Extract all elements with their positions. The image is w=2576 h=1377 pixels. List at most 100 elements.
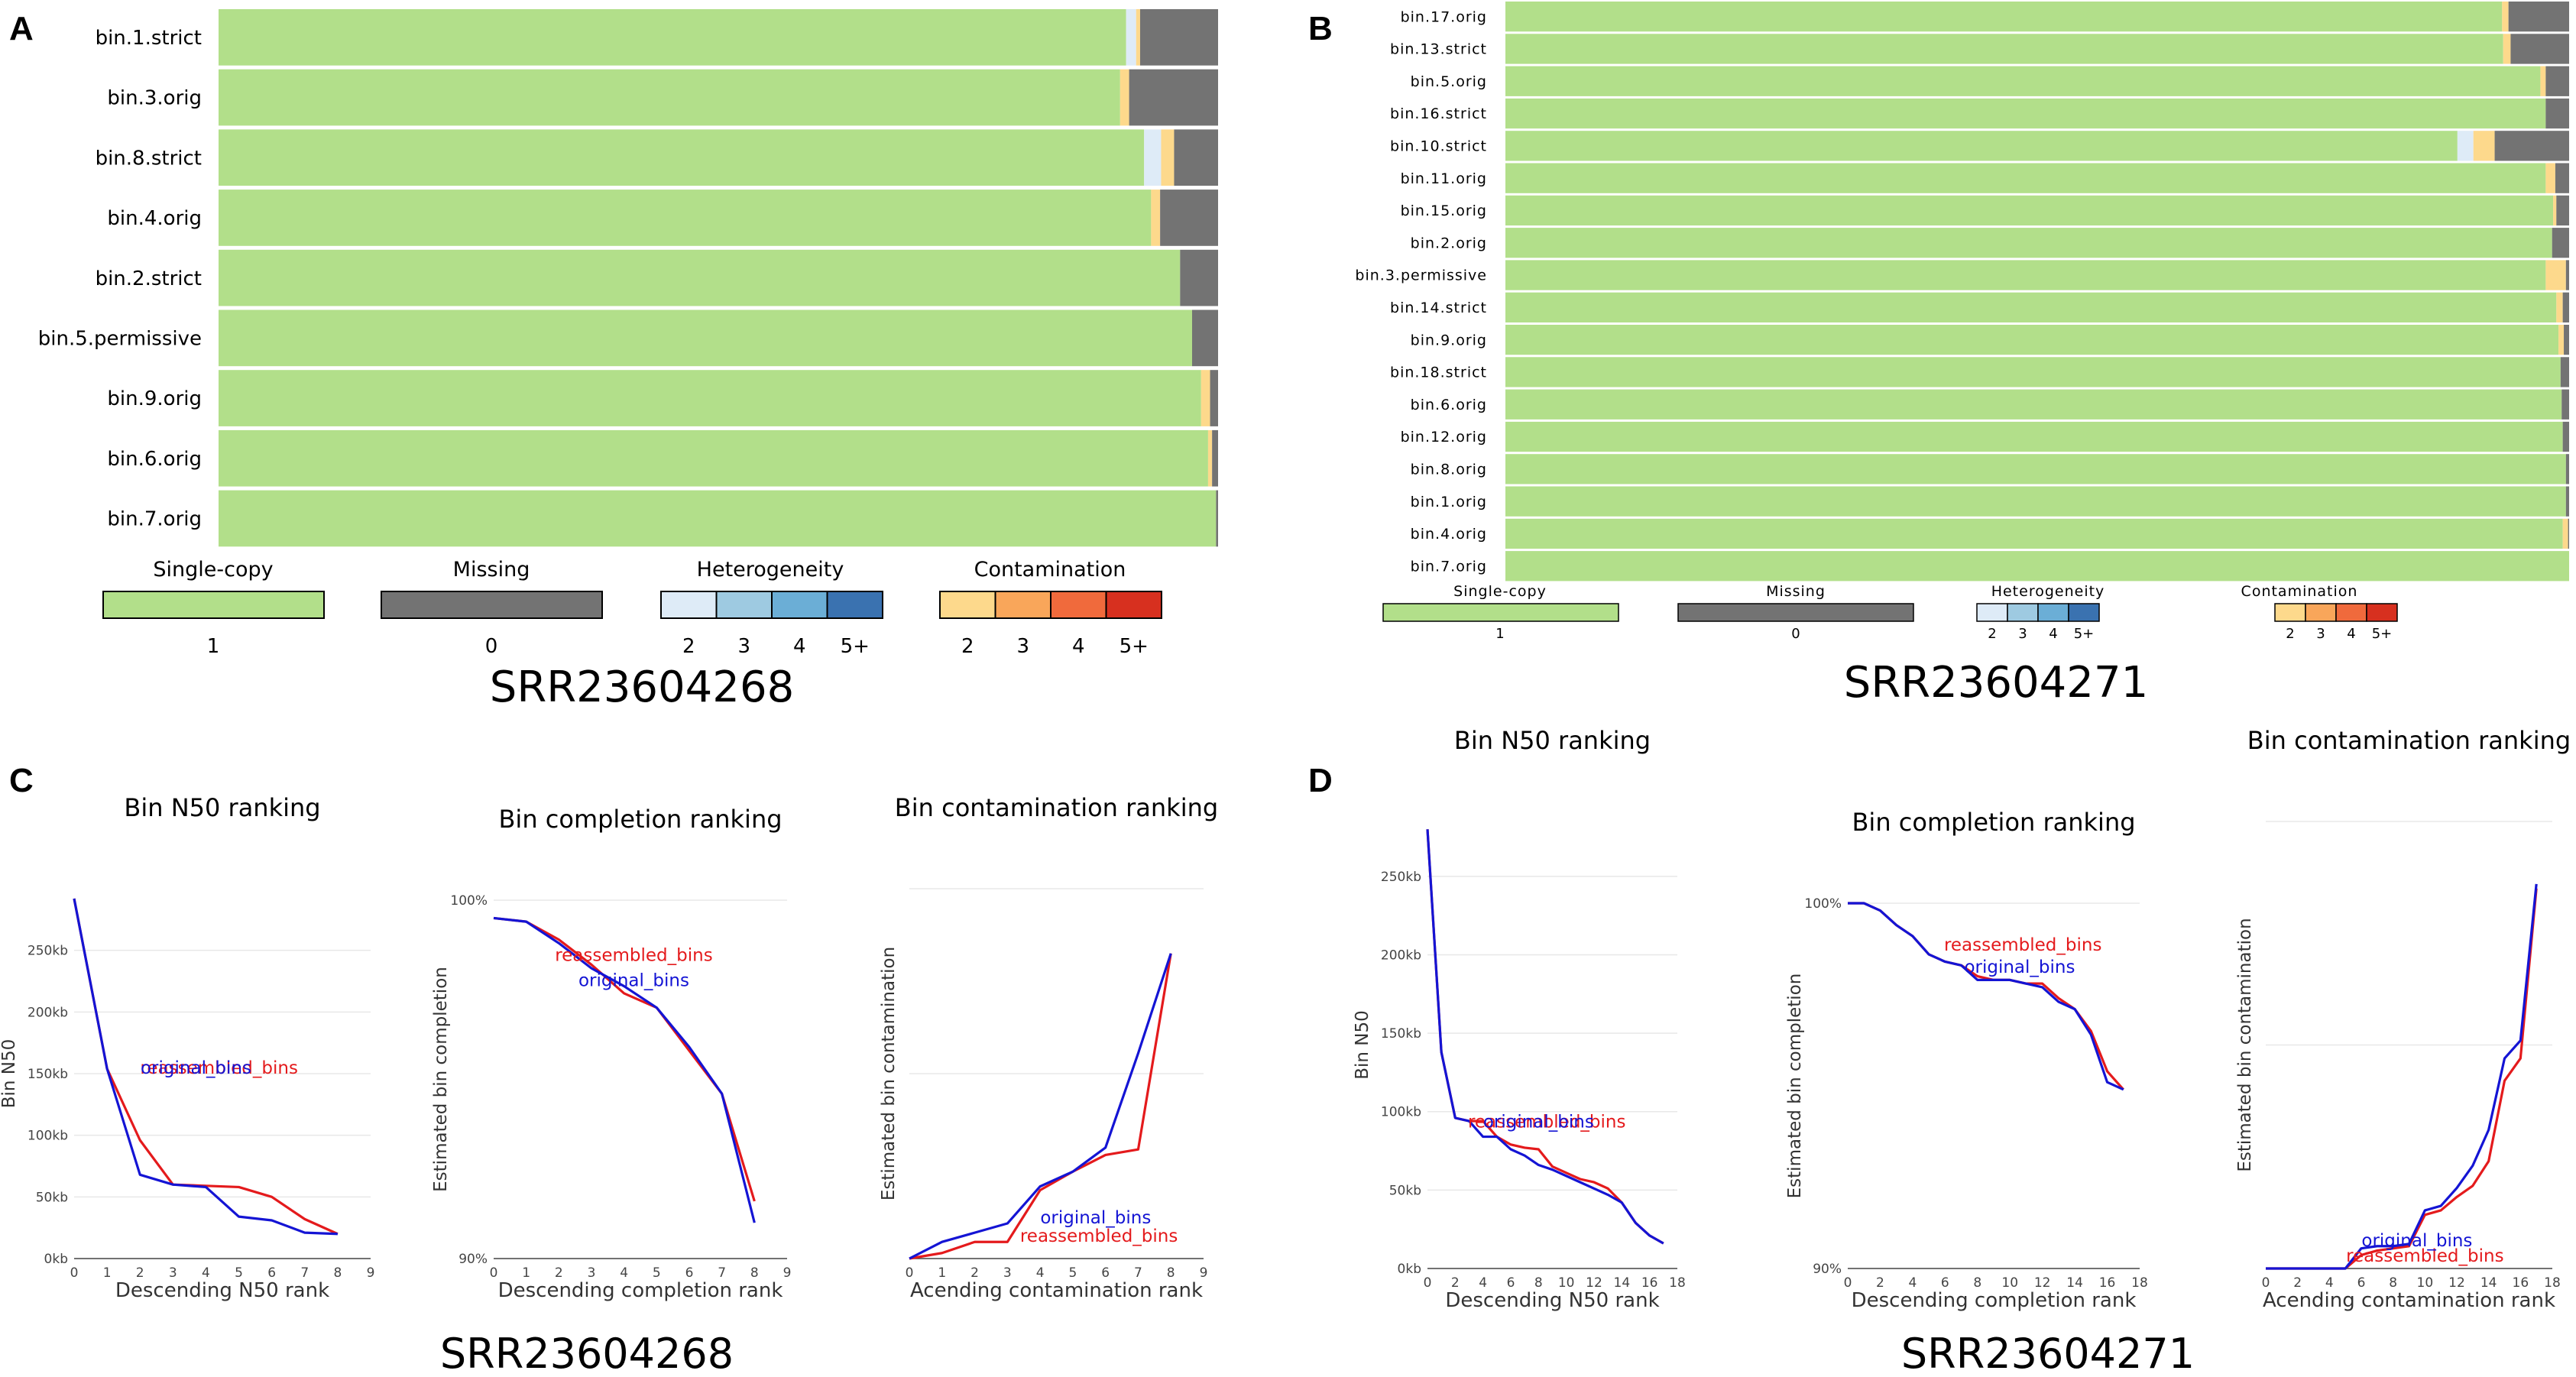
legend-swatch	[2007, 603, 2039, 622]
bar-segment-single-copy	[1505, 2, 2503, 32]
x-tick-label: 10	[2001, 1275, 2018, 1291]
legend-heterogeneity-title: Heterogeneity	[697, 558, 844, 582]
series-label-original: original_bins	[1964, 957, 2075, 977]
legend-swatch	[994, 591, 1051, 619]
y-tick-label: 100%	[450, 893, 488, 909]
x-tick-label: 8	[1167, 1265, 1175, 1281]
x-tick-label: 9	[783, 1265, 792, 1281]
bar-segment-single-copy	[219, 69, 1120, 126]
legend-swatch	[2366, 603, 2398, 622]
chart-title: Bin completion ranking	[1852, 808, 2135, 837]
legend-swatch-tick: 2	[1988, 626, 1996, 642]
bar-segment-missing	[1210, 370, 1218, 426]
bar-segment-contamination	[2553, 195, 2557, 226]
bar-segment-contamination	[2473, 131, 2495, 161]
bar-label: bin.3.permissive	[1355, 267, 1487, 284]
bar-label: bin.11.orig	[1401, 170, 1487, 187]
bar-label: bin.14.strict	[1390, 300, 1487, 316]
legend-missing-title-b: Missing	[1766, 583, 1826, 600]
x-tick-label: 16	[2513, 1275, 2529, 1291]
bar-segment-single-copy	[219, 9, 1126, 66]
series-label-reassembled: reassembled_bins	[2346, 1246, 2504, 1266]
legend-single-copy-tick: 1	[207, 635, 220, 658]
x-tick-label: 2	[2293, 1275, 2302, 1291]
legend-swatch	[2068, 603, 2100, 622]
legend-swatch-tick: 5+	[2074, 626, 2095, 642]
y-tick-label: 150kb	[1381, 1026, 1421, 1042]
bar-segment-missing	[1216, 490, 1218, 547]
bar-segment-contamination	[1207, 429, 1213, 487]
bar-segment-missing	[2565, 454, 2569, 484]
bar-segment-missing	[2564, 325, 2569, 355]
panel-d-n50-ranking: Bin N50 ranking 0 2 4 6 8 10 12 14 16 18 0kb 50kb 100…	[1353, 726, 1686, 1312]
y-tick-label: 90%	[458, 1252, 488, 1267]
bar-segment-contamination	[2545, 260, 2566, 290]
x-tick-label: 2	[970, 1265, 979, 1281]
bar-segment-missing	[2494, 131, 2569, 161]
bar-segment-single-copy	[1505, 421, 2563, 452]
x-tick-label: 9	[367, 1265, 375, 1281]
series-label-original: original_bins	[1040, 1208, 1151, 1228]
legend-missing-tick: 0	[485, 635, 498, 658]
bar-segment-contamination	[1136, 9, 1140, 66]
bar-label: bin.2.strict	[96, 267, 202, 290]
series-label-original: original_bins	[141, 1058, 251, 1078]
bar-segment-single-copy	[219, 490, 1217, 547]
series-line-original-bins	[73, 898, 338, 1236]
x-tick-label: 2	[1451, 1275, 1460, 1291]
x-tick-label: 7	[718, 1265, 726, 1281]
bar-segment-single-copy	[1505, 131, 2458, 161]
chart-title: Bin contamination ranking	[2247, 726, 2571, 755]
bar-segment-missing	[1174, 129, 1218, 186]
bar-segment-contamination	[2502, 2, 2509, 32]
bar-segment-single-copy	[1505, 195, 2554, 226]
x-tick-label: 18	[1669, 1275, 1686, 1291]
bar-segment-single-copy	[1505, 228, 2552, 258]
x-tick-label: 1	[103, 1265, 112, 1281]
legend-swatch-tick: 3	[2018, 626, 2027, 642]
bar-label: bin.4.orig	[1411, 526, 1487, 543]
x-tick-label: 4	[202, 1265, 210, 1281]
bar-segment-single-copy	[1505, 325, 2559, 355]
panel-b-sample-title: SRR23604271	[1844, 658, 2148, 708]
x-axis-label: Descending completion rank	[1852, 1289, 2137, 1312]
bar-segment-heterogeneity	[2457, 131, 2474, 161]
series-line-original-bins	[493, 916, 756, 1223]
x-tick-label: 4	[620, 1265, 628, 1281]
x-axis-label: Acending contamination rank	[910, 1279, 1203, 1302]
x-tick-label: 18	[2131, 1275, 2148, 1291]
bar-segment-heterogeneity	[1126, 9, 1136, 66]
legend-single-copy-swatch-b	[1382, 603, 1619, 622]
legend-swatch-tick: 4	[2049, 626, 2057, 642]
legend-swatch-tick: 5+	[841, 635, 870, 658]
x-axis-label: Descending N50 rank	[115, 1279, 329, 1302]
bar-segment-missing	[2545, 66, 2569, 96]
legend-contamination-swatches-b: 2 3 4 5+	[2274, 603, 2398, 642]
x-tick-label: 4	[2325, 1275, 2334, 1291]
panel-a-bin-completeness: bin.1.strict bin.3.orig bin.8.strict bin.4.…	[38, 9, 1218, 712]
x-tick-label: 8	[2389, 1275, 2397, 1291]
legend-swatch-tick: 2	[961, 635, 974, 658]
legend-swatch-tick: 4	[793, 635, 806, 658]
x-tick-label: 7	[300, 1265, 309, 1281]
series-line-reassembled-bins	[73, 898, 339, 1236]
series-label-reassembled: reassembled_bins	[1944, 935, 2102, 955]
legend-heterogeneity-swatches-b: 2 3 4 5+	[1976, 603, 2100, 642]
bar-segment-single-copy	[219, 129, 1145, 186]
legend-contamination-swatches: 2 3 4 5+	[939, 591, 1162, 658]
series-label-reassembled: reassembled_bins	[140, 1058, 298, 1078]
x-tick-label: 2	[136, 1265, 144, 1281]
panel-letter-c: C	[9, 762, 34, 799]
bar-label: bin.18.strict	[1390, 364, 1487, 381]
panel-c-sample-title: SRR23604268	[440, 1330, 734, 1377]
bar-segment-contamination	[2540, 66, 2546, 96]
x-tick-label: 6	[1507, 1275, 1515, 1291]
legend-swatch-tick: 4	[1072, 635, 1085, 658]
legend-swatch	[771, 591, 828, 619]
bar-segment-missing	[2568, 518, 2569, 549]
x-tick-label: 0	[70, 1265, 79, 1281]
legend-swatch	[715, 591, 773, 619]
series-label-reassembled: reassembled_bins	[555, 946, 713, 966]
